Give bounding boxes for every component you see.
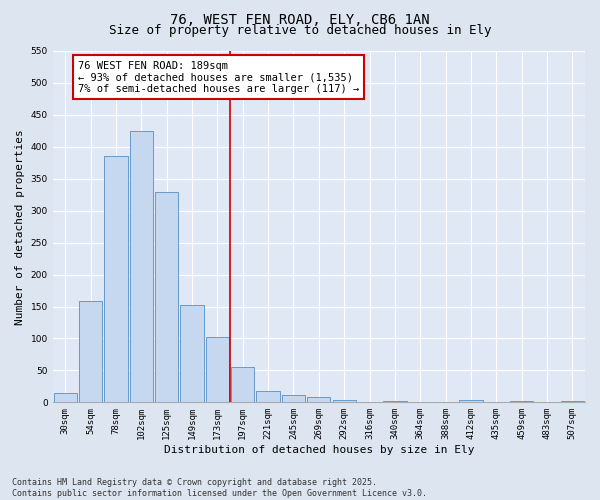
Text: Contains HM Land Registry data © Crown copyright and database right 2025.
Contai: Contains HM Land Registry data © Crown c… <box>12 478 427 498</box>
Bar <box>383 401 407 402</box>
Bar <box>130 131 153 402</box>
Bar <box>206 336 229 402</box>
Bar <box>256 391 280 402</box>
Bar <box>459 400 482 402</box>
Bar <box>104 156 128 402</box>
Text: 76 WEST FEN ROAD: 189sqm
← 93% of detached houses are smaller (1,535)
7% of semi: 76 WEST FEN ROAD: 189sqm ← 93% of detach… <box>78 60 359 94</box>
Y-axis label: Number of detached properties: Number of detached properties <box>15 129 25 324</box>
Bar <box>307 397 331 402</box>
Bar <box>560 401 584 402</box>
Bar <box>332 400 356 402</box>
Bar <box>155 192 178 402</box>
Text: 76, WEST FEN ROAD, ELY, CB6 1AN: 76, WEST FEN ROAD, ELY, CB6 1AN <box>170 12 430 26</box>
Bar <box>510 401 533 402</box>
Bar <box>79 302 103 402</box>
Bar <box>181 305 204 402</box>
Text: Size of property relative to detached houses in Ely: Size of property relative to detached ho… <box>109 24 491 37</box>
Bar <box>53 393 77 402</box>
Bar <box>231 367 254 402</box>
Bar <box>282 394 305 402</box>
X-axis label: Distribution of detached houses by size in Ely: Distribution of detached houses by size … <box>164 445 474 455</box>
